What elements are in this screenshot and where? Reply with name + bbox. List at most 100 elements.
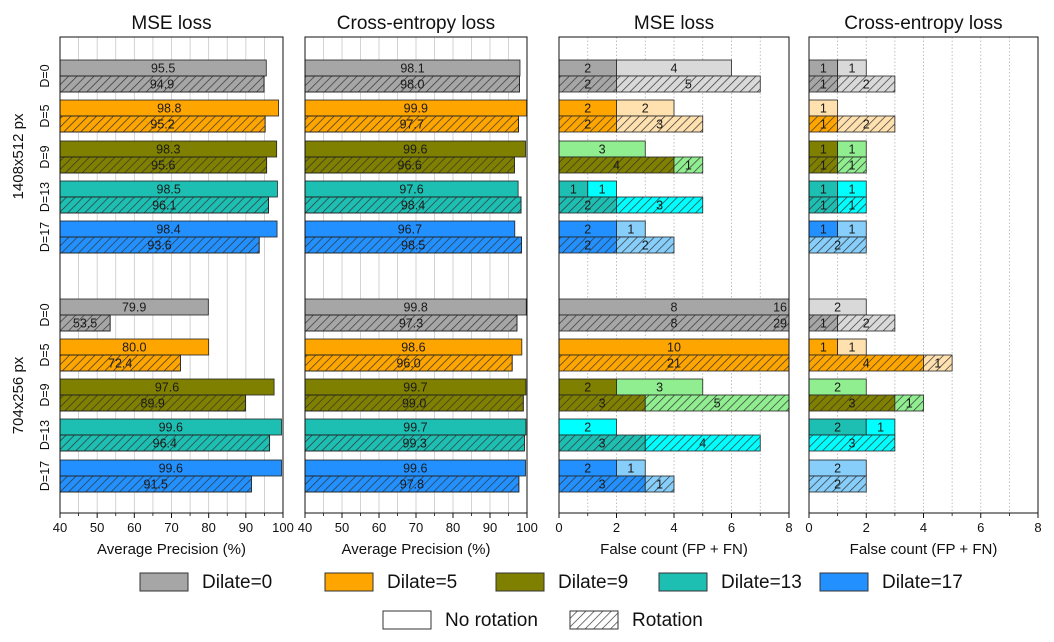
fp-count-label: 2	[584, 239, 591, 253]
x-tick-label: 2	[863, 520, 870, 535]
legend-label: Dilate=0	[202, 572, 272, 593]
fn-count-label: 2	[834, 301, 841, 315]
fn-bar-hatch	[809, 435, 895, 451]
fn-bar-hatch	[616, 116, 703, 132]
fp-count-label: 1	[820, 223, 827, 237]
ap-value-label: 99.0	[402, 397, 426, 411]
fn-count-label: 1	[627, 462, 634, 476]
fn-count-label: 1	[848, 341, 855, 355]
row-label: D=17	[38, 222, 52, 252]
x-tick-label: 6	[977, 520, 984, 535]
ap-value-label: 97.6	[399, 183, 423, 197]
fp-count-label: 2	[834, 421, 841, 435]
ap-value-label: 96.7	[398, 223, 422, 237]
fp-count-label: 1	[820, 62, 827, 76]
fn-bar-hatch	[616, 197, 703, 213]
ap-value-label: 93.6	[147, 239, 171, 253]
x-tick-label: 4	[920, 520, 927, 535]
fp-count-label: 1	[820, 159, 827, 173]
ap-value-label: 99.6	[403, 143, 427, 157]
fn-count-label: 1	[685, 159, 692, 173]
panel-2: 98.1 98.0 99.9 97.7 99.6 96.6 97.6 98.4 96.7 98.5…	[298, 13, 538, 558]
fp-count-label: 3	[599, 478, 606, 492]
row-label: D=0	[38, 64, 52, 87]
fp-count-label: 8	[671, 317, 678, 331]
fp-count-label: 2	[584, 381, 591, 395]
fp-count-label: 1	[820, 341, 827, 355]
fn-count-label: 2	[834, 478, 841, 492]
fn-count-label: 3	[848, 437, 855, 451]
legend-swatch	[382, 610, 432, 630]
fn-bar-hatch	[809, 237, 867, 253]
fn-bar-hatch	[837, 197, 867, 213]
fn-count-label: 1	[656, 478, 663, 492]
ap-value-label: 98.0	[400, 78, 424, 92]
x-tick-label: 2	[613, 520, 620, 535]
fp-bar-hatch	[559, 355, 789, 371]
fn-count-label: 3	[656, 381, 663, 395]
x-tick-label: 90	[483, 520, 497, 535]
ap-value-label: 89.9	[141, 397, 165, 411]
fn-bar-hatch	[837, 315, 895, 331]
ap-value-label: 98.4	[401, 199, 425, 213]
fp-bar-hatch	[809, 355, 924, 371]
fn-count-label: 2	[863, 78, 870, 92]
ap-value-label: 97.6	[155, 381, 179, 395]
legend-label: Dilate=9	[558, 572, 628, 593]
fp-bar-hatch	[559, 116, 617, 132]
fn-count-label: 2	[642, 102, 649, 116]
x-tick-label: 80	[201, 520, 215, 535]
x-tick-label: 8	[785, 520, 792, 535]
ap-value-label: 96.1	[152, 199, 176, 213]
fp-bar-hatch	[809, 197, 838, 213]
fp-bar-hatch	[809, 116, 838, 132]
fp-count-label: 8	[671, 301, 678, 315]
ap-value-label: 98.4	[156, 223, 180, 237]
ap-value-label: 80.0	[122, 341, 146, 355]
fn-bar-hatch	[616, 237, 674, 253]
fn-count-label: 1	[877, 421, 884, 435]
panel-title: MSE loss	[131, 13, 211, 34]
ap-value-label: 98.5	[157, 183, 181, 197]
fp-count-label: 1	[820, 183, 827, 197]
x-tick-label: 6	[728, 520, 735, 535]
row-label: D=13	[38, 182, 52, 212]
fn-count-label: 2	[584, 421, 591, 435]
panels: 95.5 94.9 98.8 95.2 98.3 95.6 98.5 96.1 98.4 93.6…	[10, 13, 1042, 558]
fn-bar-hatch	[645, 395, 789, 411]
ap-value-label: 95.6	[151, 159, 175, 173]
panel-title: Cross-entropy loss	[844, 13, 1002, 34]
fp-bar-hatch	[809, 315, 838, 331]
ap-value-label: 99.7	[403, 381, 427, 395]
fp-count-label: 1	[820, 199, 827, 213]
fn-bar-hatch	[809, 476, 867, 492]
group-label: 1408x512 px	[10, 113, 27, 199]
x-tick-label: 60	[127, 520, 141, 535]
fn-count-label: 5	[714, 397, 721, 411]
fn-count-label: 2	[834, 381, 841, 395]
fn-count-label: 1	[820, 102, 827, 116]
fp-count-label: 2	[584, 118, 591, 132]
panel-title: Cross-entropy loss	[337, 13, 495, 34]
x-tick-label: 0	[555, 520, 562, 535]
ap-value-label: 96.4	[153, 437, 177, 451]
x-axis-label: Average Precision (%)	[97, 541, 246, 558]
fp-count-label: 2	[584, 102, 591, 116]
legend-label: Dilate=17	[882, 572, 963, 593]
x-axis-label: False count (FP + FN)	[850, 541, 998, 558]
ap-value-label: 98.8	[157, 102, 181, 116]
fp-bar-hatch	[809, 76, 838, 92]
row-label: D=17	[38, 461, 52, 491]
fn-count-label: 29	[773, 317, 787, 331]
legend-label: Dilate=5	[387, 572, 457, 593]
x-tick-label: 100	[272, 520, 294, 535]
fp-bar-hatch	[559, 76, 617, 92]
fn-count-label: 1	[627, 223, 634, 237]
fp-count-label: 4	[613, 159, 620, 173]
fn-count-label: 1	[848, 223, 855, 237]
row-labels: D=0 D=5 D=9 D=13 D=17 1408x512 px D=0 D=5 D=9 D=1…	[10, 64, 52, 491]
x-tick-label: 80	[446, 520, 460, 535]
fn-count-label: 2	[834, 462, 841, 476]
